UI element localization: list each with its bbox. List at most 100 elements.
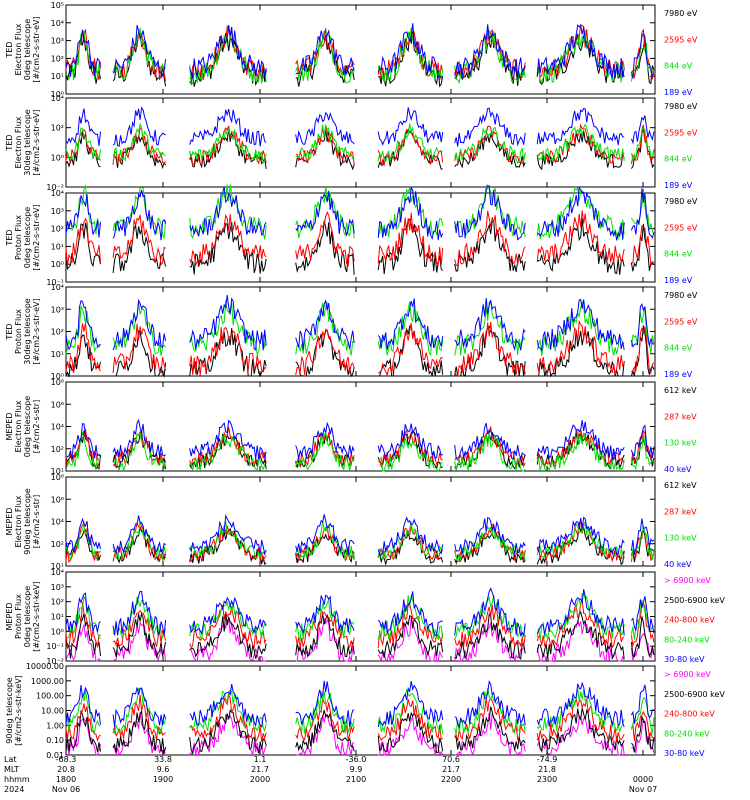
- series-line-2500-6900-kev: [65, 611, 655, 661]
- y-axis-label: TED: [5, 229, 14, 246]
- legend-entry: 2500-6900 keV: [664, 596, 725, 605]
- y-tick-label: 10¹: [51, 350, 64, 359]
- y-tick-label: 10¹: [51, 467, 64, 476]
- legend-entry: 287 keV: [664, 507, 697, 516]
- legend-entry: 2595 eV: [664, 223, 698, 232]
- y-tick-label: 10⁻¹: [46, 642, 64, 651]
- legend-entry: 287 keV: [664, 412, 697, 421]
- y-axis-label: Electron Flux: [14, 495, 23, 547]
- legend-entry: 2595 eV: [664, 128, 698, 137]
- y-axis-label: 0deg telescope: [23, 586, 32, 647]
- y-tick-label: 10⁰: [51, 627, 64, 636]
- legend-entry: 80-240 keV: [664, 635, 710, 644]
- y-axis-label: Electron Flux: [14, 116, 23, 168]
- y-tick-label: 10³: [51, 207, 64, 216]
- y-axis-label: 0deg telescope: [23, 396, 32, 457]
- y-axis-label: TED: [5, 323, 14, 340]
- legend-entry: 844 eV: [664, 250, 693, 259]
- y-axis-label: Electron Flux: [14, 23, 23, 75]
- y-tick-label: 10⁻²: [46, 657, 64, 666]
- legend-entry: 240-800 keV: [664, 710, 715, 719]
- series-line-240-800-kev: [65, 692, 655, 743]
- legend-entry: 844 eV: [664, 344, 693, 353]
- y-tick-label: 10⁸: [51, 378, 64, 387]
- legend-entry: 2500-6900 keV: [664, 690, 725, 699]
- panel-frame: [65, 571, 656, 662]
- legend-entry: 844 eV: [664, 62, 693, 71]
- y-tick-label: 10⁸: [51, 473, 64, 482]
- x-row-label: 2024: [4, 785, 24, 794]
- y-tick-label: 10⁴: [51, 423, 64, 432]
- y-axis-label: [#/cm2-s-str-eV]: [32, 109, 41, 175]
- y-axis-label: 90deg telescope: [23, 488, 32, 555]
- x-tick-label: -74.9: [537, 755, 558, 764]
- x-tick-label: 33.8: [154, 755, 172, 764]
- x-tick-label: Nov 06: [52, 785, 80, 794]
- legend-entry: 7980 eV: [664, 9, 698, 18]
- series-line-2595-ev: [65, 319, 655, 377]
- x-row-label: Lat: [4, 755, 17, 764]
- y-tick-label: 10⁴: [51, 94, 64, 103]
- y-tick-label: 10²: [51, 328, 64, 337]
- y-axis-label: Proton Flux: [14, 215, 23, 260]
- legend-entry: 30-80 keV: [664, 655, 705, 664]
- y-axis-label: TED: [5, 134, 14, 151]
- y-axis-label: 30deg telescope: [23, 298, 32, 365]
- x-tick-label: -36.0: [346, 755, 367, 764]
- y-tick-label: 10⁴: [51, 283, 64, 292]
- legend-entry: > 6900 keV: [664, 670, 711, 679]
- series-line-844-ev: [65, 122, 655, 164]
- series-line-40-kev: [65, 418, 655, 461]
- y-tick-label: 10⁰: [51, 153, 64, 162]
- legend-entry: 7980 eV: [664, 102, 698, 111]
- x-tick-label: 1.1: [254, 755, 267, 764]
- y-tick-label: 10³: [51, 37, 64, 46]
- series-line-189-ev: [65, 185, 655, 241]
- y-axis-label: 30deg telescope: [23, 109, 32, 176]
- series-line-844-ev: [65, 27, 655, 85]
- legend-entry: 7980 eV: [664, 291, 698, 300]
- panel-4: 10⁰ 10¹ 10² 10³ 10⁴ TED Proton Flux 30deg teles…: [5, 283, 698, 381]
- x-tick-label: 2300: [537, 775, 557, 784]
- y-axis-label: Electron Flux: [14, 400, 23, 452]
- y-tick-label: 10⁴: [51, 568, 64, 577]
- x-tick-label: 2200: [441, 775, 461, 784]
- y-tick-label: 10²: [51, 598, 64, 607]
- legend-entry: 189 eV: [664, 88, 693, 97]
- y-tick-label: 10⁴: [51, 518, 64, 527]
- panel-7: 10⁻² 10⁻¹ 10⁰ 10¹ 10² 10³ 10⁴ MEPED Proton Flux 0…: [5, 568, 725, 666]
- legend-entry: 2595 eV: [664, 35, 698, 44]
- series-line-130-kev: [65, 431, 655, 473]
- y-tick-label: 10000.00: [26, 662, 64, 671]
- y-tick-label: 10¹: [51, 242, 64, 251]
- y-axis-label: [#/cm2-s-str-eV]: [32, 298, 41, 364]
- panel-5: 10¹ 10² 10⁴ 10⁶ 10⁸ MEPED Electron Flux 0deg te…: [5, 378, 697, 476]
- y-tick-label: 10⁰: [51, 260, 64, 269]
- legend-entry: 189 eV: [664, 370, 693, 379]
- series-line-2500-6900-kev: [65, 706, 655, 755]
- series-line-80-240-kev: [65, 687, 655, 735]
- y-axis-label: Proton Flux: [14, 594, 23, 639]
- panel-1: 10⁰ 10¹ 10² 10³ 10⁴ 10⁵ TED Electron Flux 0deg t…: [5, 1, 698, 99]
- y-axis-label: 0deg telescope: [23, 207, 32, 268]
- legend-entry: 7980 eV: [664, 197, 698, 206]
- y-tick-label: 10⁰: [51, 90, 64, 99]
- x-tick-label: 9.9: [350, 765, 363, 774]
- x-row-label: MLT: [4, 765, 19, 774]
- x-tick-label: 21.7: [442, 765, 460, 774]
- legend-entry: 130 keV: [664, 534, 697, 543]
- y-tick-label: 0.01: [46, 751, 64, 760]
- y-tick-label: 10²: [51, 124, 64, 133]
- y-axis-label: [#/cm2-s-str-keV]: [32, 581, 41, 652]
- series-line-2595-ev: [65, 210, 655, 267]
- y-tick-label: 10²: [51, 54, 64, 63]
- legend-entry: 240-800 keV: [664, 616, 715, 625]
- legend-entry: 40 keV: [664, 465, 692, 474]
- legend-entry: 2595 eV: [664, 317, 698, 326]
- y-tick-label: 10²: [51, 445, 64, 454]
- legend-entry: 189 eV: [664, 181, 693, 190]
- series-line-189-ev: [65, 294, 655, 352]
- x-tick-label: 2000: [250, 775, 270, 784]
- panel-frame: [65, 4, 656, 95]
